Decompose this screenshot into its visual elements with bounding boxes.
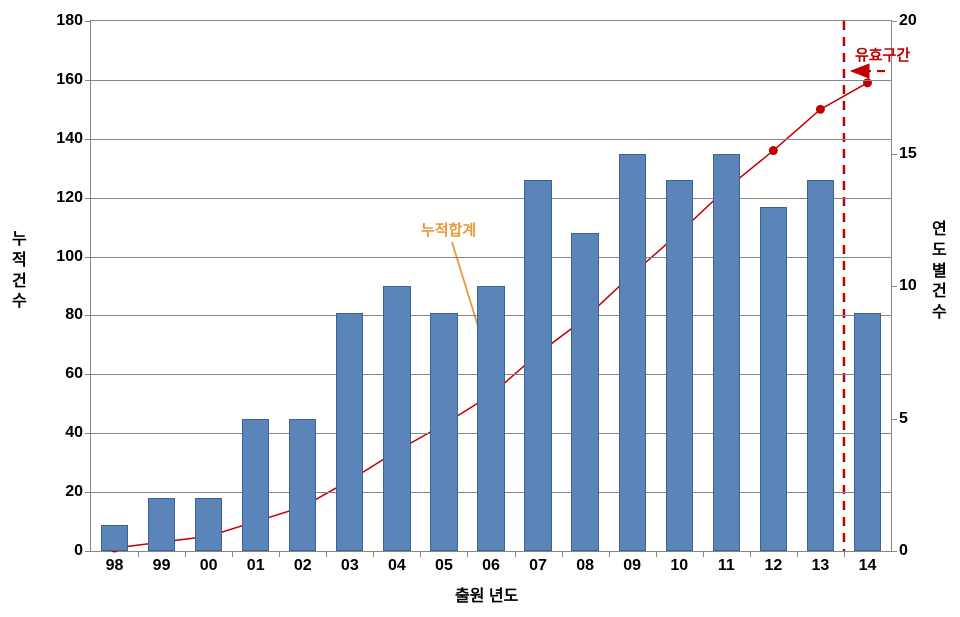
x-tick-mark <box>515 551 516 557</box>
bar <box>666 180 693 551</box>
bar <box>524 180 551 551</box>
y-right-tick-label: 15 <box>891 145 917 163</box>
x-tick-mark <box>373 551 374 557</box>
x-tick-mark <box>797 551 798 557</box>
x-tick-label: 99 <box>153 551 171 575</box>
bar <box>713 154 740 552</box>
bar <box>383 286 410 551</box>
line-marker <box>816 105 825 114</box>
bar <box>571 233 598 551</box>
bar <box>195 498 222 551</box>
bar <box>101 525 128 552</box>
x-tick-label: 06 <box>482 551 500 575</box>
chart-container: 0204060801001201401601800510152098990001… <box>0 0 960 617</box>
y-right-tick-label: 10 <box>891 277 917 295</box>
x-tick-mark <box>750 551 751 557</box>
x-tick-mark <box>562 551 563 557</box>
x-tick-label: 11 <box>718 551 735 575</box>
y-left-tick-label: 60 <box>65 365 91 383</box>
x-tick-label: 03 <box>341 551 359 575</box>
line-marker <box>769 146 778 155</box>
x-tick-mark <box>279 551 280 557</box>
x-tick-label: 14 <box>859 551 877 575</box>
y-left-tick-label: 100 <box>56 248 91 266</box>
bar <box>148 498 175 551</box>
x-tick-label: 12 <box>764 551 782 575</box>
bar <box>854 313 881 552</box>
bar <box>619 154 646 552</box>
annotation-valid-range-label: 유효구간 <box>855 44 910 65</box>
x-tick-label: 08 <box>576 551 594 575</box>
annotation-cumulative-label: 누적합계 <box>421 219 476 240</box>
x-tick-label: 09 <box>623 551 641 575</box>
x-tick-mark <box>656 551 657 557</box>
gridline <box>91 198 891 199</box>
x-tick-mark <box>420 551 421 557</box>
bar <box>477 286 504 551</box>
plot-area: 0204060801001201401601800510152098990001… <box>90 20 892 552</box>
bar <box>807 180 834 551</box>
x-tick-label: 01 <box>247 551 265 575</box>
x-tick-mark <box>609 551 610 557</box>
y-right-tick-label: 0 <box>891 542 908 560</box>
x-tick-mark <box>703 551 704 557</box>
x-tick-mark <box>467 551 468 557</box>
x-tick-label: 07 <box>529 551 547 575</box>
y-left-tick-label: 80 <box>65 306 91 324</box>
x-tick-mark <box>326 551 327 557</box>
x-tick-label: 10 <box>670 551 688 575</box>
x-tick-label: 05 <box>435 551 453 575</box>
x-tick-label: 02 <box>294 551 312 575</box>
y-axis-right-title: 연도별건수 <box>932 220 947 324</box>
x-tick-mark <box>232 551 233 557</box>
x-tick-mark <box>844 551 845 557</box>
y-left-tick-label: 20 <box>65 483 91 501</box>
y-left-tick-label: 180 <box>56 12 91 30</box>
x-tick-mark <box>185 551 186 557</box>
gridline <box>91 139 891 140</box>
y-axis-left-title: 누적건수 <box>12 230 27 313</box>
bar <box>242 419 269 552</box>
x-axis-title: 출원 년도 <box>455 582 518 606</box>
y-right-tick-label: 5 <box>891 410 908 428</box>
x-tick-label: 00 <box>200 551 218 575</box>
x-tick-label: 98 <box>106 551 124 575</box>
y-left-tick-label: 40 <box>65 424 91 442</box>
bar <box>336 313 363 552</box>
y-left-tick-label: 120 <box>56 189 91 207</box>
y-left-tick-label: 160 <box>56 71 91 89</box>
bar <box>760 207 787 552</box>
gridline <box>91 80 891 81</box>
bar <box>289 419 316 552</box>
x-tick-mark <box>138 551 139 557</box>
y-left-tick-label: 140 <box>56 130 91 148</box>
y-left-tick-label: 0 <box>74 542 91 560</box>
x-tick-label: 13 <box>812 551 830 575</box>
x-tick-label: 04 <box>388 551 406 575</box>
y-right-tick-label: 20 <box>891 12 917 30</box>
bar <box>430 313 457 552</box>
